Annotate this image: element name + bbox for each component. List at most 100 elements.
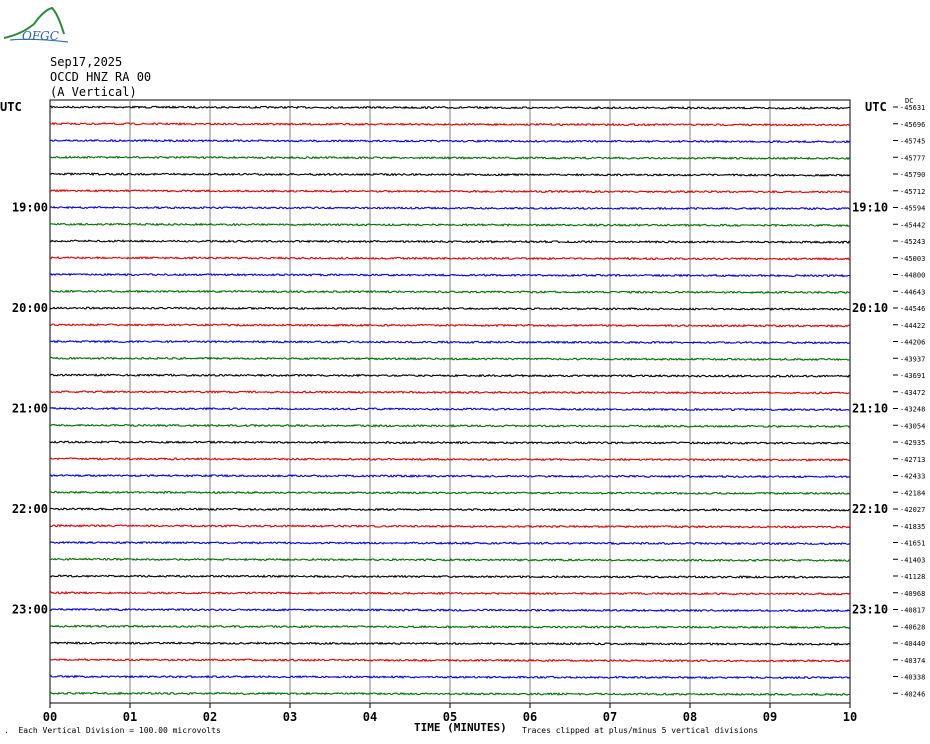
dc-offset-label: -42433	[900, 473, 925, 481]
trace-line	[49, 272, 851, 278]
dc-offset-label: -45777	[900, 154, 925, 162]
x-tick-label: 02	[203, 710, 217, 724]
dc-offset-label: -45003	[900, 255, 925, 263]
trace-line	[49, 406, 851, 412]
trace-line	[49, 138, 851, 144]
trace-line	[49, 339, 851, 345]
ofgc-logo: OFGC	[3, 6, 69, 43]
dc-offset-label: -40968	[900, 590, 925, 598]
trace-line	[49, 574, 851, 579]
dc-offset-label: -41651	[900, 540, 925, 548]
dc-offset-label: -45790	[900, 171, 925, 179]
component-label: (A Vertical)	[50, 85, 137, 99]
dc-offset-label: -44800	[900, 272, 925, 280]
trace-line	[49, 641, 851, 647]
dc-offset-label: -43937	[900, 355, 925, 363]
trace-line	[49, 373, 851, 378]
dc-offset-label: -45442	[900, 221, 925, 229]
dc-offset-label: -42935	[900, 439, 925, 447]
x-tick-label: 01	[123, 710, 137, 724]
dc-offset-label: -42027	[900, 506, 925, 514]
dc-offset-label: -40246	[900, 690, 925, 698]
trace-line	[49, 624, 851, 630]
right-time-label: 22:10	[852, 502, 888, 516]
dc-offset-label: -45243	[900, 238, 925, 246]
trace-line	[49, 222, 851, 228]
dc-offset-label: -45594	[900, 205, 925, 213]
right-time-label: 23:10	[852, 603, 888, 617]
x-tick-label: 09	[763, 710, 777, 724]
left-time-label: 21:00	[12, 402, 48, 416]
trace-line	[49, 121, 851, 127]
trace-line	[49, 607, 851, 613]
dc-offset-label: -40628	[900, 623, 925, 631]
dc-offset-label: -40817	[900, 607, 925, 615]
trace-line	[49, 457, 851, 462]
dc-offset-label: -40374	[900, 657, 925, 665]
dc-offset-label: -44206	[900, 339, 925, 347]
x-tick-label: 03	[283, 710, 297, 724]
dc-offset-label: -41835	[900, 523, 925, 531]
x-tick-label: 07	[603, 710, 617, 724]
x-axis-title: TIME (MINUTES)	[414, 721, 507, 734]
trace-line	[49, 390, 851, 395]
svg-text:OFGC: OFGC	[22, 29, 59, 43]
left-time-label: 20:00	[12, 301, 48, 315]
trace-line	[49, 105, 851, 110]
trace-line	[49, 490, 851, 496]
dc-offset-label: -42184	[900, 489, 925, 497]
trace-line	[49, 423, 851, 429]
trace-line	[49, 590, 851, 596]
trace-line	[49, 540, 851, 546]
utc-right-label: UTC	[865, 100, 887, 114]
dc-offset-label: -40440	[900, 640, 925, 648]
right-time-label: 19:10	[852, 201, 888, 215]
trace-line	[49, 507, 851, 512]
dc-offset-label: -44546	[900, 305, 925, 313]
trace-line	[49, 172, 851, 177]
dc-offset-label: -42713	[900, 456, 925, 464]
dc-offset-label: -41128	[900, 573, 925, 581]
trace-line	[49, 473, 851, 479]
dc-label: DC	[905, 97, 914, 105]
x-tick-label: 05	[443, 710, 457, 724]
dc-offset-label: -44422	[900, 322, 925, 330]
x-tick-label: 06	[523, 710, 537, 724]
utc-left-label: UTC	[0, 100, 22, 114]
trace-line	[49, 691, 851, 697]
trace-line	[49, 256, 851, 261]
dc-offset-label: -40338	[900, 674, 925, 682]
dc-offset-label: -45745	[900, 138, 925, 146]
left-time-label: 22:00	[12, 502, 48, 516]
right-time-label: 21:10	[852, 402, 888, 416]
dc-offset-label: -41403	[900, 556, 925, 564]
left-time-label: 23:00	[12, 603, 48, 617]
trace-line	[49, 523, 851, 529]
trace-line	[49, 239, 851, 245]
dc-offset-label: -43691	[900, 372, 925, 380]
x-tick-label: 00	[43, 710, 57, 724]
trace-line	[49, 557, 851, 563]
trace-line	[49, 440, 851, 445]
trace-line	[49, 323, 851, 328]
dc-offset-label: -43248	[900, 406, 925, 414]
trace-line	[49, 674, 851, 680]
x-tick-label: 10	[843, 710, 857, 724]
dc-offset-label: -45631	[900, 104, 925, 112]
x-tick-label: 04	[363, 710, 377, 724]
trace-line	[49, 155, 851, 161]
trace-line	[49, 658, 851, 663]
trace-line	[49, 306, 851, 312]
dc-offset-label: -45696	[900, 121, 925, 129]
dc-offset-label: -45712	[900, 188, 925, 196]
trace-line	[49, 205, 851, 211]
dc-offset-label: -44643	[900, 288, 925, 296]
x-tick-label: 08	[683, 710, 697, 724]
trace-line	[49, 188, 851, 194]
clip-note: Traces clipped at plus/minus 5 vertical …	[522, 726, 759, 735]
left-time-label: 19:00	[12, 201, 48, 215]
trace-line	[49, 289, 851, 295]
dc-offset-label: -43472	[900, 389, 925, 397]
dc-offset-label: -43054	[900, 422, 925, 430]
